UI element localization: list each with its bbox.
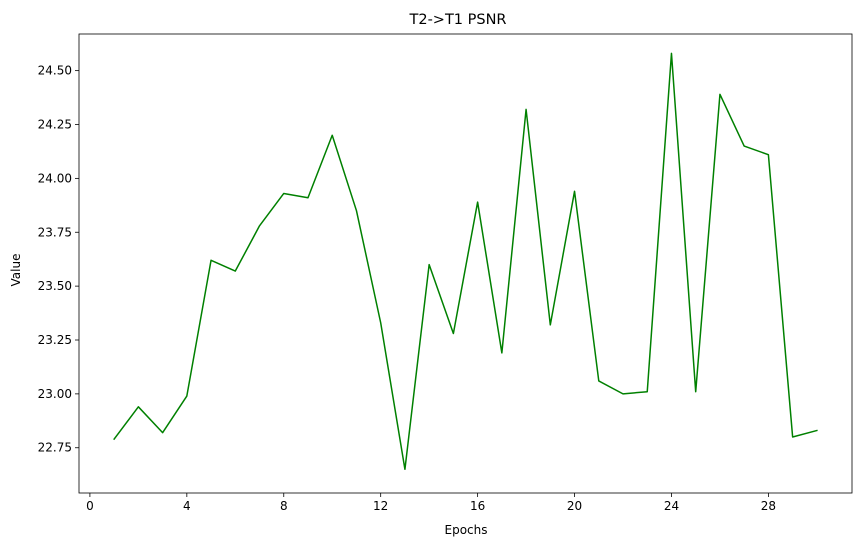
x-tick-label: 24 <box>664 499 679 513</box>
series-line-0 <box>113 52 818 471</box>
x-tick-label: 4 <box>183 499 191 513</box>
y-tick-label: 24.25 <box>38 118 72 132</box>
y-tick-label: 23.25 <box>38 333 72 347</box>
x-axis: 0 4 8 12 16 20 24 28 <box>86 493 776 513</box>
x-axis-title: Epochs <box>445 523 488 537</box>
x-tick-label: 20 <box>567 499 582 513</box>
y-tick-label: 23.00 <box>38 387 72 401</box>
x-tick-label: 8 <box>280 499 288 513</box>
x-tick-label: 0 <box>86 499 94 513</box>
y-tick-label: 24.50 <box>38 64 72 78</box>
chart-title: T2->T1 PSNR <box>408 12 506 28</box>
x-tick-label: 16 <box>470 499 485 513</box>
x-tick-label: 28 <box>761 499 776 513</box>
y-tick-label: 24.00 <box>38 171 72 185</box>
y-tick-label: 22.75 <box>38 441 72 455</box>
x-tick-label: 12 <box>373 499 388 513</box>
plot-frame <box>78 33 853 494</box>
plot-area <box>78 33 853 494</box>
y-axis: 22.75 23.00 23.25 23.50 23.75 24.00 24.25 24.50 <box>38 64 79 455</box>
y-tick-label: 23.75 <box>38 225 72 239</box>
y-tick-label: 23.50 <box>38 279 72 293</box>
y-axis-title: Value <box>9 254 23 287</box>
